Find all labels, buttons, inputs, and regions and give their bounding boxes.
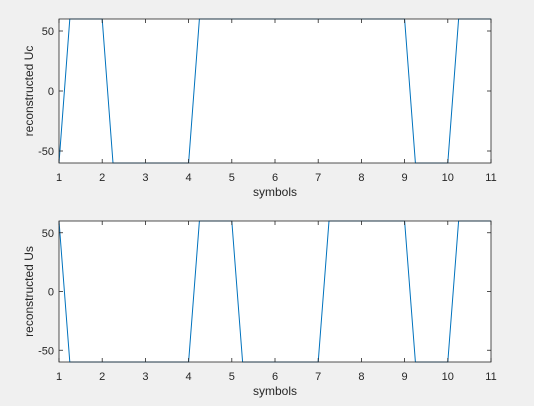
- x-tick-label: 2: [99, 172, 105, 184]
- x-tick-label: 2: [99, 371, 105, 383]
- x-tick-label: 11: [485, 371, 496, 383]
- x-tick-label: 3: [142, 172, 148, 184]
- x-tick-label: 11: [485, 172, 496, 184]
- x-tick-label: 6: [272, 371, 278, 383]
- y-tick-label: 0: [48, 86, 54, 98]
- x-tick-label: 5: [229, 371, 235, 383]
- y-tick-label: 50: [42, 228, 54, 240]
- x-tick-label: 8: [358, 371, 364, 383]
- x-tick-label: 1: [56, 371, 62, 383]
- x-axis-label: symbols: [253, 384, 297, 398]
- x-axis-label: symbols: [253, 185, 297, 199]
- subplot-uc: 1 2 3 4 5 6 7 8 9 10 11 -50 0 50 symbols reconstructed …: [22, 18, 497, 199]
- y-tick-label: -50: [38, 345, 54, 357]
- y-tick-label: -50: [38, 146, 54, 158]
- x-tick-label: 9: [402, 172, 408, 184]
- x-tick-label: 4: [186, 371, 192, 383]
- x-tick-label: 10: [442, 172, 454, 184]
- plot-area: [59, 221, 491, 362]
- plot-area: [59, 19, 491, 163]
- x-tick-label: 5: [229, 172, 235, 184]
- x-tick-label: 3: [142, 371, 148, 383]
- x-tick-label: 9: [402, 371, 408, 383]
- y-axis-label: reconstructed Us: [22, 246, 36, 337]
- y-tick-label: 0: [48, 287, 54, 299]
- y-axis-label: reconstructed Uc: [22, 46, 36, 137]
- y-tick-label: 50: [42, 26, 54, 38]
- x-tick-label: 7: [315, 172, 321, 184]
- x-tick-label: 7: [315, 371, 321, 383]
- x-tick-label: 8: [358, 172, 364, 184]
- x-tick-label: 4: [186, 172, 192, 184]
- x-tick-label: 10: [442, 371, 454, 383]
- x-tick-label: 6: [272, 172, 278, 184]
- x-tick-label: 1: [56, 172, 62, 184]
- subplot-us: 1 2 3 4 5 6 7 8 9 10 11 -50 0 50 symbols reconstructed …: [22, 220, 497, 398]
